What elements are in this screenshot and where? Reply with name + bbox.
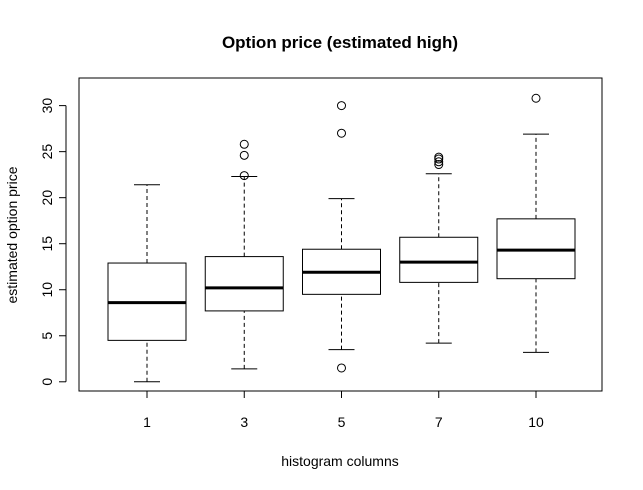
- outlier-point: [434, 160, 444, 170]
- y-tick-label: 10: [39, 282, 55, 298]
- y-tick-label: 30: [39, 98, 55, 114]
- x-tick-label: 7: [435, 414, 443, 430]
- iqr-box: [399, 236, 479, 283]
- y-axis-label: estimated option price: [4, 166, 20, 303]
- x-axis-label: histogram columns: [281, 453, 399, 469]
- boxes-group: [107, 93, 576, 383]
- x-tick-label: 3: [240, 414, 248, 430]
- outlier-point: [337, 101, 346, 111]
- box-5: [302, 101, 381, 373]
- outlier-point: [531, 93, 541, 103]
- chart-title: Option price (estimated high): [222, 33, 458, 52]
- y-tick-label: 5: [39, 332, 55, 340]
- y-tick-label: 20: [39, 190, 55, 206]
- y-tick-label: 15: [39, 236, 55, 252]
- x-tick-label: 10: [528, 414, 544, 430]
- y-tick-label: 0: [39, 378, 55, 386]
- y-axis: 0 5 10 15 20 25 30: [39, 98, 67, 386]
- outlier-point: [434, 157, 444, 167]
- x-tick-label: 5: [338, 414, 346, 430]
- box-1: [107, 184, 187, 383]
- box-7: [399, 152, 479, 344]
- x-tick-label: 1: [143, 414, 151, 430]
- outlier-point: [337, 128, 346, 138]
- box-10: [496, 93, 576, 353]
- box-3: [204, 139, 284, 370]
- x-axis: 1 3 5 7 10: [143, 390, 544, 430]
- outlier-point: [239, 150, 249, 160]
- outlier-point: [239, 139, 249, 149]
- iqr-box: [204, 256, 284, 312]
- outlier-point: [337, 363, 346, 373]
- outlier-point: [434, 152, 444, 162]
- outlier-point: [239, 171, 249, 181]
- y-tick-label: 25: [39, 144, 55, 160]
